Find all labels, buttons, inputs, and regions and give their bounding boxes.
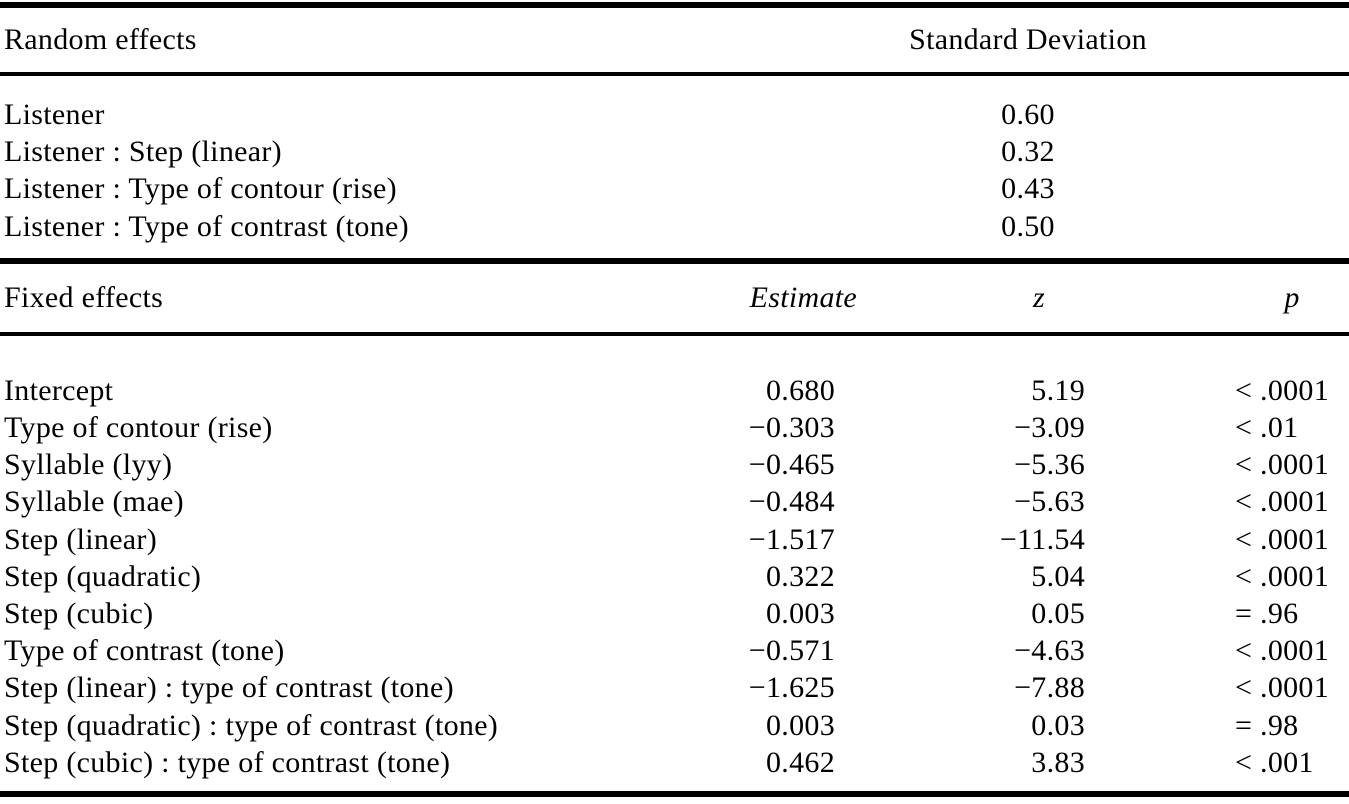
z-value: 0.03: [1031, 708, 1085, 742]
z-value: 5.04: [1031, 559, 1085, 593]
estimate-value: −0.465: [748, 448, 835, 482]
table-row: Type of contour (rise) −0.303 −3.09 < .0…: [0, 409, 1349, 446]
p-value: < .0001: [1235, 373, 1330, 407]
estimate-value: 0.462: [766, 745, 835, 779]
random-header-rule: [0, 72, 1349, 76]
estimate-value: −0.571: [748, 634, 835, 668]
table-row: Listener 0.60: [0, 96, 1349, 133]
estimate-value: −0.303: [748, 411, 835, 445]
p-value: < .0001: [1235, 485, 1330, 519]
p-value: < .01: [1235, 411, 1299, 445]
table-row: Step (linear) −1.517 −11.54 < .0001: [0, 521, 1349, 558]
estimate-column-header: Estimate: [749, 280, 857, 314]
p-value: < .0001: [1235, 671, 1330, 705]
fixed-effects-header-row: Fixed effects Estimate z p: [0, 264, 1349, 332]
table-row: Syllable (lyy) −0.465 −5.36 < .0001: [0, 446, 1349, 483]
p-value: < .001: [1235, 745, 1314, 779]
z-column-header: z: [1033, 280, 1045, 314]
table-row: Listener : Type of contour (rise) 0.43: [0, 170, 1349, 207]
random-effects-heading: Random effects: [4, 23, 197, 56]
table-row: Listener : Step (linear) 0.32: [0, 133, 1349, 170]
estimate-value: −0.484: [748, 485, 835, 519]
z-value: −7.88: [1014, 671, 1085, 705]
z-value: −3.09: [1014, 411, 1085, 445]
estimate-value: −1.625: [748, 671, 835, 705]
fixed-effect-label: Step (quadratic): [4, 559, 202, 593]
p-value: < .0001: [1235, 559, 1330, 593]
section-divider-rule: [0, 257, 1349, 264]
fixed-effect-label: Step (quadratic) : type of contrast (ton…: [4, 708, 499, 742]
z-value: −4.63: [1014, 634, 1085, 668]
p-value: = .96: [1235, 597, 1299, 631]
fixed-effects-heading: Fixed effects: [4, 280, 164, 314]
random-effects-header-row: Random effects Standard Deviation: [0, 8, 1349, 72]
random-effect-label: Listener: [4, 98, 105, 131]
p-value: < .0001: [1235, 522, 1330, 556]
p-value: = .98: [1235, 708, 1299, 742]
bottom-rule: [0, 791, 1349, 798]
z-value: −5.36: [1014, 448, 1085, 482]
z-value: 5.19: [1031, 373, 1085, 407]
top-rule: [0, 2, 1349, 8]
table-row: Listener : Type of contrast (tone) 0.50: [0, 208, 1349, 245]
table-row: Step (linear) : type of contrast (tone) …: [0, 669, 1349, 706]
fixed-effect-label: Syllable (lyy): [4, 448, 173, 482]
estimate-value: 0.003: [766, 597, 835, 631]
fixed-effect-label: Step (cubic) : type of contrast (tone): [4, 745, 451, 779]
standard-deviation-value: 0.60: [1001, 98, 1055, 131]
estimate-value: 0.003: [766, 708, 835, 742]
fixed-effects-rows: Intercept 0.680 5.19 < .0001 Type of con…: [0, 336, 1349, 791]
random-effect-label: Listener : Step (linear): [4, 135, 282, 169]
fixed-effect-label: Step (cubic): [4, 597, 154, 631]
fixed-effect-label: Type of contour (rise): [4, 411, 273, 445]
random-effects-rows: Listener 0.60 Listener : Step (linear) 0…: [0, 76, 1349, 258]
random-effect-label: Listener : Type of contrast (tone): [4, 209, 409, 243]
table-row: Step (quadratic) : type of contrast (ton…: [0, 707, 1349, 744]
fixed-effect-label: Intercept: [4, 373, 114, 407]
fixed-effect-label: Type of contrast (tone): [4, 634, 285, 668]
p-value: < .0001: [1235, 448, 1330, 482]
standard-deviation-value: 0.43: [1001, 172, 1055, 206]
table-row: Step (cubic) 0.003 0.05 = .96: [0, 595, 1349, 632]
table-row: Syllable (mae) −0.484 −5.63 < .0001: [0, 483, 1349, 520]
estimate-value: 0.322: [766, 559, 835, 593]
fixed-effect-label: Step (linear) : type of contrast (tone): [4, 671, 454, 705]
standard-deviation-value: 0.32: [1001, 135, 1055, 169]
table-row: Intercept 0.680 5.19 < .0001: [0, 372, 1349, 409]
z-value: 0.05: [1031, 597, 1085, 631]
table-row: Step (quadratic) 0.322 5.04 < .0001: [0, 558, 1349, 595]
z-value: −11.54: [999, 522, 1085, 556]
fixed-header-rule: [0, 331, 1349, 336]
table-row: Type of contrast (tone) −0.571 −4.63 < .…: [0, 632, 1349, 669]
z-value: −5.63: [1014, 485, 1085, 519]
standard-deviation-value: 0.50: [1001, 209, 1055, 243]
table-row: Step (cubic) : type of contrast (tone) 0…: [0, 744, 1349, 781]
standard-deviation-column-header: Standard Deviation: [909, 23, 1147, 56]
fixed-effect-label: Syllable (mae): [4, 485, 184, 519]
random-effect-label: Listener : Type of contour (rise): [4, 172, 397, 206]
fixed-effect-label: Step (linear): [4, 522, 158, 556]
p-value: < .0001: [1235, 634, 1330, 668]
estimate-value: 0.680: [766, 373, 835, 407]
z-value: 3.83: [1031, 745, 1085, 779]
estimate-value: −1.517: [748, 522, 835, 556]
p-column-header: p: [1284, 280, 1300, 314]
